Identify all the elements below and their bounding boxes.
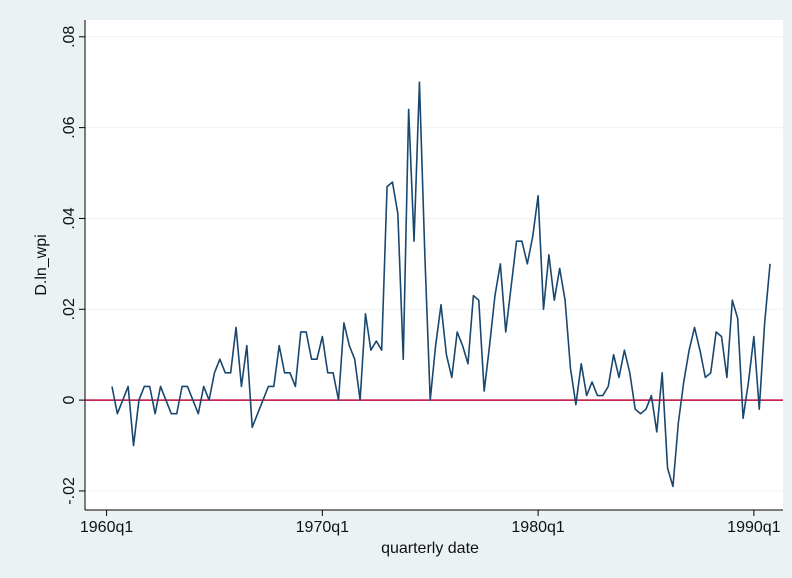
x-tick-label: 1990q1 — [727, 519, 780, 536]
y-tick-label: .06 — [61, 116, 78, 138]
x-tick-label: 1970q1 — [296, 519, 349, 536]
plot-region — [85, 20, 783, 510]
y-tick-label: .04 — [61, 207, 78, 229]
x-tick-label: 1960q1 — [80, 519, 133, 536]
x-axis-title: quarterly date — [381, 540, 479, 557]
y-tick-label: -.02 — [61, 477, 78, 505]
y-axis-title: D.ln_wpi — [33, 234, 50, 295]
y-tick-label: 0 — [61, 396, 78, 405]
y-tick-label: .08 — [61, 26, 78, 48]
data-line — [111, 81, 771, 488]
x-tick-label: 1980q1 — [511, 519, 564, 536]
y-tick-label: .02 — [61, 298, 78, 320]
